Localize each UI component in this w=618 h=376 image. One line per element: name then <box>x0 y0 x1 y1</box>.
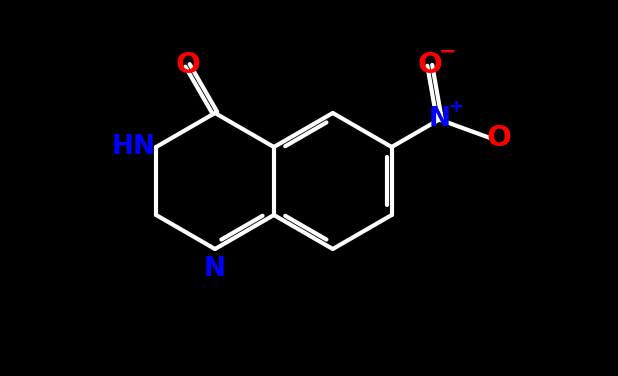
Text: −: − <box>439 41 457 61</box>
Text: O: O <box>417 52 442 79</box>
Text: HN: HN <box>112 134 156 160</box>
Text: +: + <box>448 97 463 115</box>
Text: N: N <box>204 256 226 282</box>
Text: N: N <box>428 106 451 132</box>
Text: O: O <box>486 124 512 152</box>
Text: O: O <box>175 52 200 79</box>
